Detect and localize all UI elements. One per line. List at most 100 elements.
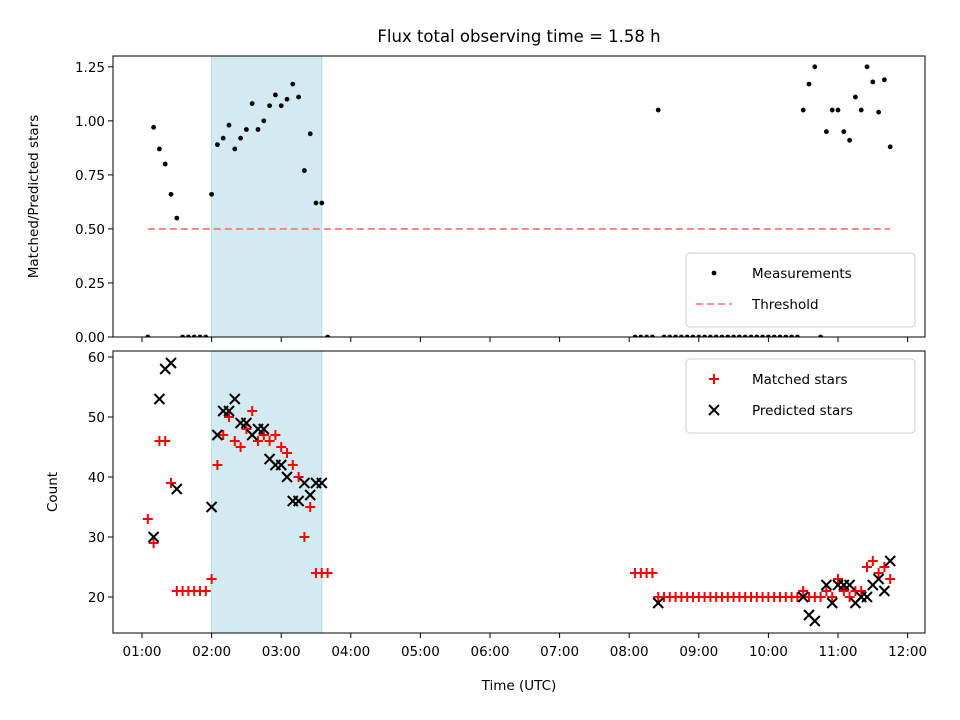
data-point bbox=[815, 592, 826, 602]
data-point bbox=[867, 556, 878, 566]
plot-area bbox=[142, 357, 896, 627]
data-point bbox=[296, 94, 301, 100]
data-point bbox=[650, 334, 655, 337]
data-point bbox=[287, 460, 298, 470]
data-point bbox=[652, 597, 664, 609]
data-point bbox=[278, 103, 284, 109]
data-point bbox=[679, 334, 684, 337]
data-point bbox=[223, 405, 235, 417]
data-point bbox=[313, 200, 319, 206]
data-point bbox=[647, 568, 658, 578]
x-tick-label: 02:00 bbox=[192, 644, 231, 660]
data-point bbox=[229, 393, 241, 405]
data-point bbox=[838, 586, 849, 596]
x-tick-label: 01:00 bbox=[123, 644, 162, 660]
data-point bbox=[168, 191, 174, 197]
plot-frame bbox=[112, 350, 926, 634]
plot-frame bbox=[112, 55, 926, 338]
data-point bbox=[290, 81, 296, 87]
y-tick-label: 30 bbox=[88, 530, 105, 546]
data-point bbox=[153, 393, 166, 405]
x-tick-label: 06:00 bbox=[471, 644, 510, 660]
data-point bbox=[771, 334, 777, 337]
x-tick-label: 07:00 bbox=[540, 644, 579, 660]
y-axis-label: Matched/Predicted stars bbox=[26, 115, 42, 278]
data-point bbox=[798, 586, 809, 596]
series-matched-stars bbox=[142, 406, 896, 602]
data-point bbox=[299, 532, 310, 542]
data-point bbox=[858, 107, 864, 113]
legend-box bbox=[685, 252, 916, 328]
data-point bbox=[205, 501, 218, 513]
data-point bbox=[203, 334, 209, 337]
data-point bbox=[284, 96, 290, 102]
data-point bbox=[275, 459, 287, 471]
data-point bbox=[742, 334, 748, 337]
data-point bbox=[708, 334, 713, 337]
legend-label: Measurements bbox=[752, 266, 852, 282]
data-point bbox=[316, 477, 328, 489]
data-point bbox=[162, 161, 168, 167]
data-point bbox=[247, 406, 258, 416]
data-point bbox=[249, 101, 255, 106]
data-point bbox=[879, 562, 890, 572]
x-tick-label: 11:00 bbox=[819, 644, 858, 660]
data-point bbox=[270, 430, 281, 440]
series-measurements bbox=[145, 64, 893, 337]
data-point bbox=[870, 79, 876, 85]
y-tick-label: 0.50 bbox=[75, 222, 105, 238]
data-point bbox=[261, 118, 267, 124]
data-point bbox=[885, 574, 896, 584]
data-point bbox=[792, 592, 803, 602]
data-point bbox=[218, 430, 229, 440]
data-point bbox=[820, 579, 833, 591]
data-point bbox=[661, 334, 667, 337]
data-point bbox=[255, 127, 261, 132]
data-point bbox=[833, 574, 843, 584]
data-point bbox=[861, 591, 873, 603]
data-point bbox=[325, 334, 330, 337]
data-point bbox=[220, 135, 226, 141]
legend: Measurements Threshold bbox=[685, 252, 916, 328]
data-point bbox=[797, 591, 809, 603]
data-point bbox=[731, 334, 736, 337]
data-point bbox=[843, 579, 856, 591]
x-axis-label: Time (UTC) bbox=[481, 678, 557, 694]
data-point bbox=[844, 592, 855, 602]
data-point bbox=[878, 585, 891, 597]
data-point bbox=[244, 127, 249, 132]
data-point bbox=[240, 417, 253, 429]
y-tick-label: 1.00 bbox=[75, 114, 105, 130]
data-point bbox=[186, 334, 191, 337]
observing-window-band bbox=[211, 350, 323, 634]
legend-entry: Matched stars bbox=[709, 372, 848, 388]
data-point bbox=[809, 615, 821, 627]
data-point bbox=[273, 92, 278, 98]
data-point bbox=[684, 334, 690, 337]
data-point bbox=[806, 81, 812, 87]
data-point bbox=[180, 334, 185, 337]
data-point bbox=[884, 555, 896, 567]
data-point bbox=[737, 334, 742, 337]
data-point bbox=[258, 423, 270, 435]
bottom-panel: 20 30 40 50 60 01:00 02:00 03:00 04:00 05:00 06:00… bbox=[45, 350, 927, 660]
data-point bbox=[215, 142, 220, 148]
data-point bbox=[696, 334, 702, 337]
data-point bbox=[821, 586, 832, 596]
data-point bbox=[644, 334, 649, 337]
y-tick-label: 40 bbox=[88, 470, 105, 486]
data-point bbox=[864, 64, 870, 70]
y-tick-label: 20 bbox=[88, 590, 105, 606]
y-tick-label: 50 bbox=[88, 410, 105, 426]
data-point bbox=[241, 424, 252, 434]
data-point bbox=[702, 334, 707, 337]
legend-entry: Measurements bbox=[711, 266, 852, 282]
data-point bbox=[293, 472, 304, 482]
data-point bbox=[276, 442, 287, 452]
data-point bbox=[783, 334, 789, 337]
data-point bbox=[638, 334, 644, 337]
data-point bbox=[267, 103, 272, 109]
y-axis-label: Count bbox=[45, 472, 61, 512]
